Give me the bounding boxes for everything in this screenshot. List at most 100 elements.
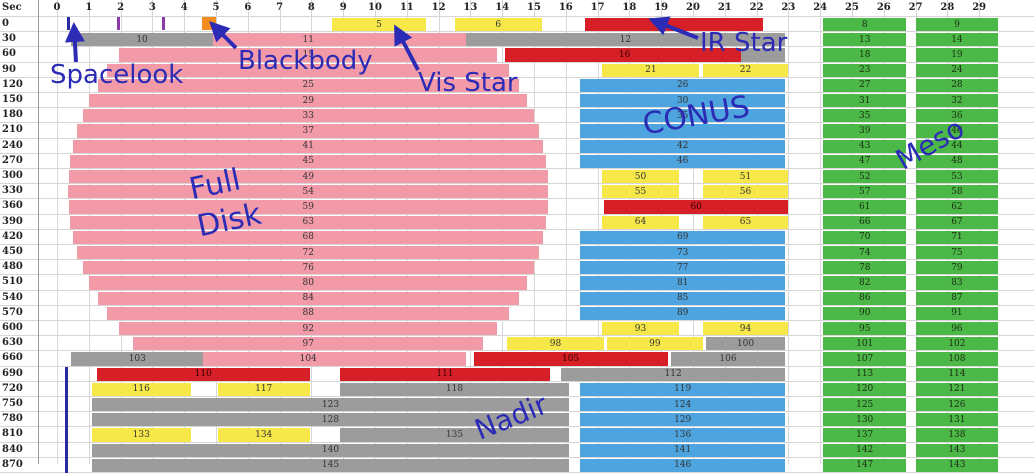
meso-cell: 113 [823, 367, 907, 381]
scan-block: 98 [506, 337, 604, 351]
meso-cell: 44 [915, 139, 999, 153]
grid-row-line [0, 76, 1034, 78]
meso-cell: 126 [915, 398, 999, 412]
meso-cell: 86 [823, 291, 907, 305]
scan-block: 60 [603, 200, 789, 214]
scan-block: 73 [580, 246, 786, 260]
scan-block: 117 [217, 382, 310, 396]
meso-cell: 62 [915, 200, 999, 214]
full-disk-bar: 49 [68, 170, 548, 184]
scan-block: 116 [91, 382, 191, 396]
meso-cell: 102 [915, 337, 999, 351]
header-column-number: 24 [813, 2, 828, 13]
row-time-label: 660 [2, 352, 23, 364]
scan-block [580, 124, 786, 138]
grid-col-line [820, 0, 822, 464]
meso-cell: 43 [823, 139, 907, 153]
scan-block: 81 [580, 276, 786, 290]
scan-block: 77 [580, 261, 786, 275]
meso-cell: 71 [915, 230, 999, 244]
grid-row-line [0, 304, 1034, 306]
scan-block: 100 [705, 337, 786, 351]
full-disk-bar: 76 [82, 261, 534, 275]
meso-cell: 48 [915, 154, 999, 168]
scan-block: 106 [670, 352, 786, 366]
row-time-label: 480 [2, 261, 23, 273]
meso-cell: 47 [823, 154, 907, 168]
vis-star-label: Vis Star [418, 68, 518, 98]
row-time-label: 630 [2, 337, 23, 349]
spacelook-arrow [64, 22, 85, 63]
grid-row-line [0, 92, 1034, 93]
full-disk-bar: 63 [70, 215, 546, 229]
meso-cell: 28 [915, 78, 999, 92]
header-column-number: 13 [463, 2, 478, 13]
meso-cell: 53 [915, 170, 999, 184]
meso-cell: 61 [823, 200, 907, 214]
blackbody-label: Blackbody [238, 46, 373, 76]
meso-cell: 52 [823, 170, 907, 184]
header-column-number: 7 [276, 2, 284, 13]
header-column-number: 29 [972, 2, 987, 13]
full-disk-bar: 88 [107, 306, 510, 320]
scan-block: 35 [580, 109, 786, 123]
grid-row-line [0, 228, 1034, 230]
meso-cell: 66 [823, 215, 907, 229]
full-disk-bar: 25 [97, 78, 519, 92]
header-column-number: 23 [781, 2, 796, 13]
row-time-label: 420 [2, 230, 23, 242]
row-time-label: 270 [2, 154, 23, 166]
row-time-label: 810 [2, 428, 23, 440]
scan-block: 94 [702, 322, 789, 336]
meso-cell: 83 [915, 276, 999, 290]
meso-cell: 36 [915, 109, 999, 123]
grid-row-line [0, 61, 1034, 63]
scan-block: 93 [602, 322, 679, 336]
grid-row-line [0, 411, 1034, 413]
header-column-number: 21 [717, 2, 732, 13]
full-disk-bar: 104 [150, 352, 467, 366]
full-disk-bar: 97 [133, 337, 484, 351]
scan-block: 128 [91, 413, 569, 427]
spacelook-label: Spacelook [50, 60, 184, 90]
row-time-label: 540 [2, 291, 23, 303]
meso-cell: 95 [823, 322, 907, 336]
meso-cell: 121 [915, 382, 999, 396]
row-time-label: 120 [2, 78, 23, 90]
row-time-label: 600 [2, 322, 23, 333]
scan-block [584, 18, 763, 32]
row-time-label: 300 [2, 170, 23, 181]
meso-cell: 58 [915, 185, 999, 199]
meso-cell: 91 [915, 306, 999, 320]
meso-cell: 35 [823, 109, 907, 123]
grid-row-line [0, 259, 1034, 261]
row-time-label: 90 [2, 63, 16, 75]
full-disk-bar: 37 [77, 124, 540, 138]
grid-row-line [0, 365, 1034, 367]
header-column-number: 25 [845, 2, 859, 13]
grid-row-line [0, 320, 1034, 321]
meso-cell: 32 [915, 94, 999, 108]
full-disk-bar: 80 [89, 276, 528, 290]
scan-block: 12 [465, 33, 786, 47]
meso-cell: 8 [823, 18, 907, 32]
scan-block: 26 [580, 78, 786, 92]
meso-cell: 31 [823, 94, 907, 108]
row-time-label: 60 [2, 48, 16, 60]
meso-cell: 57 [823, 185, 907, 199]
full-disk-bar: 59 [68, 200, 548, 214]
scan-block: 119 [580, 382, 786, 396]
blackbody-arrow [209, 21, 238, 50]
header-column-number: 17 [590, 2, 605, 13]
meso-cell: 78 [823, 261, 907, 275]
full-disk-bar: 29 [89, 94, 528, 108]
header-column-number: 5 [212, 2, 220, 13]
meso-cell: 142 [823, 443, 907, 457]
grid-row-line [0, 396, 1034, 397]
header-column-number: 27 [908, 2, 923, 13]
scan-block: 46 [580, 154, 786, 168]
scan-block: 123 [91, 398, 569, 412]
meso-cell: 70 [823, 230, 907, 244]
scan-block: 110 [96, 367, 310, 381]
scan-block: 124 [580, 398, 786, 412]
